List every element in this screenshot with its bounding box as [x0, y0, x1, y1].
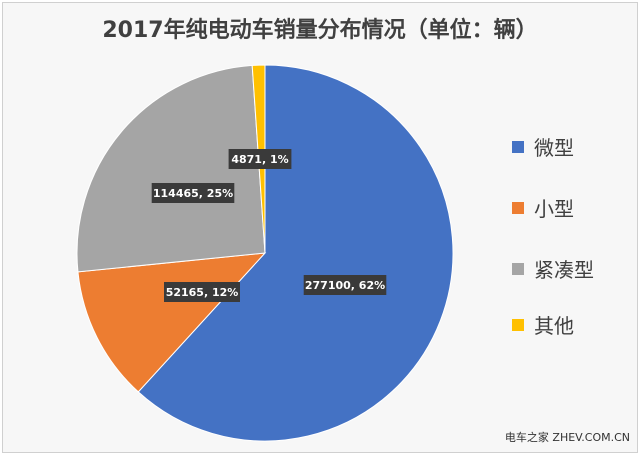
data-label-text: 4871, 1% — [231, 153, 288, 166]
data-label-box — [151, 183, 235, 203]
data-label-text: 114465, 25% — [153, 187, 233, 200]
data-label-text: 52165, 12% — [166, 286, 239, 299]
data-label-1: 52165, 12% — [164, 282, 240, 302]
legend-label: 微型 — [534, 136, 574, 160]
legend-item-0: 微型 — [512, 132, 574, 161]
legend-label: 小型 — [534, 197, 574, 221]
legend-item-1: 小型 — [512, 193, 574, 222]
data-label-0: 277100, 62% — [303, 275, 387, 295]
legend-item-3: 其他 — [512, 310, 574, 339]
data-label-2: 114465, 25% — [151, 183, 235, 203]
legend-item-2: 紧凑型 — [512, 254, 594, 283]
legend-swatch — [512, 140, 524, 153]
pie-slice-2 — [76, 64, 266, 273]
watermark: 电车之家 ZHEV.COM.CN — [504, 431, 630, 444]
legend-swatch — [512, 318, 524, 331]
data-label-box — [228, 149, 292, 169]
legend-label: 紧凑型 — [534, 258, 594, 282]
pie-slice-0 — [137, 64, 454, 442]
legend-label: 其他 — [534, 314, 574, 338]
chart-title: 2017年纯电动车销量分布情况（单位：辆） — [102, 18, 538, 43]
data-label-3: 4871, 1% — [228, 149, 292, 169]
legend-swatch — [512, 201, 524, 214]
legend-swatch — [512, 262, 524, 275]
data-label-text: 277100, 62% — [305, 279, 385, 292]
data-label-box — [164, 282, 240, 302]
data-label-box — [303, 275, 387, 295]
